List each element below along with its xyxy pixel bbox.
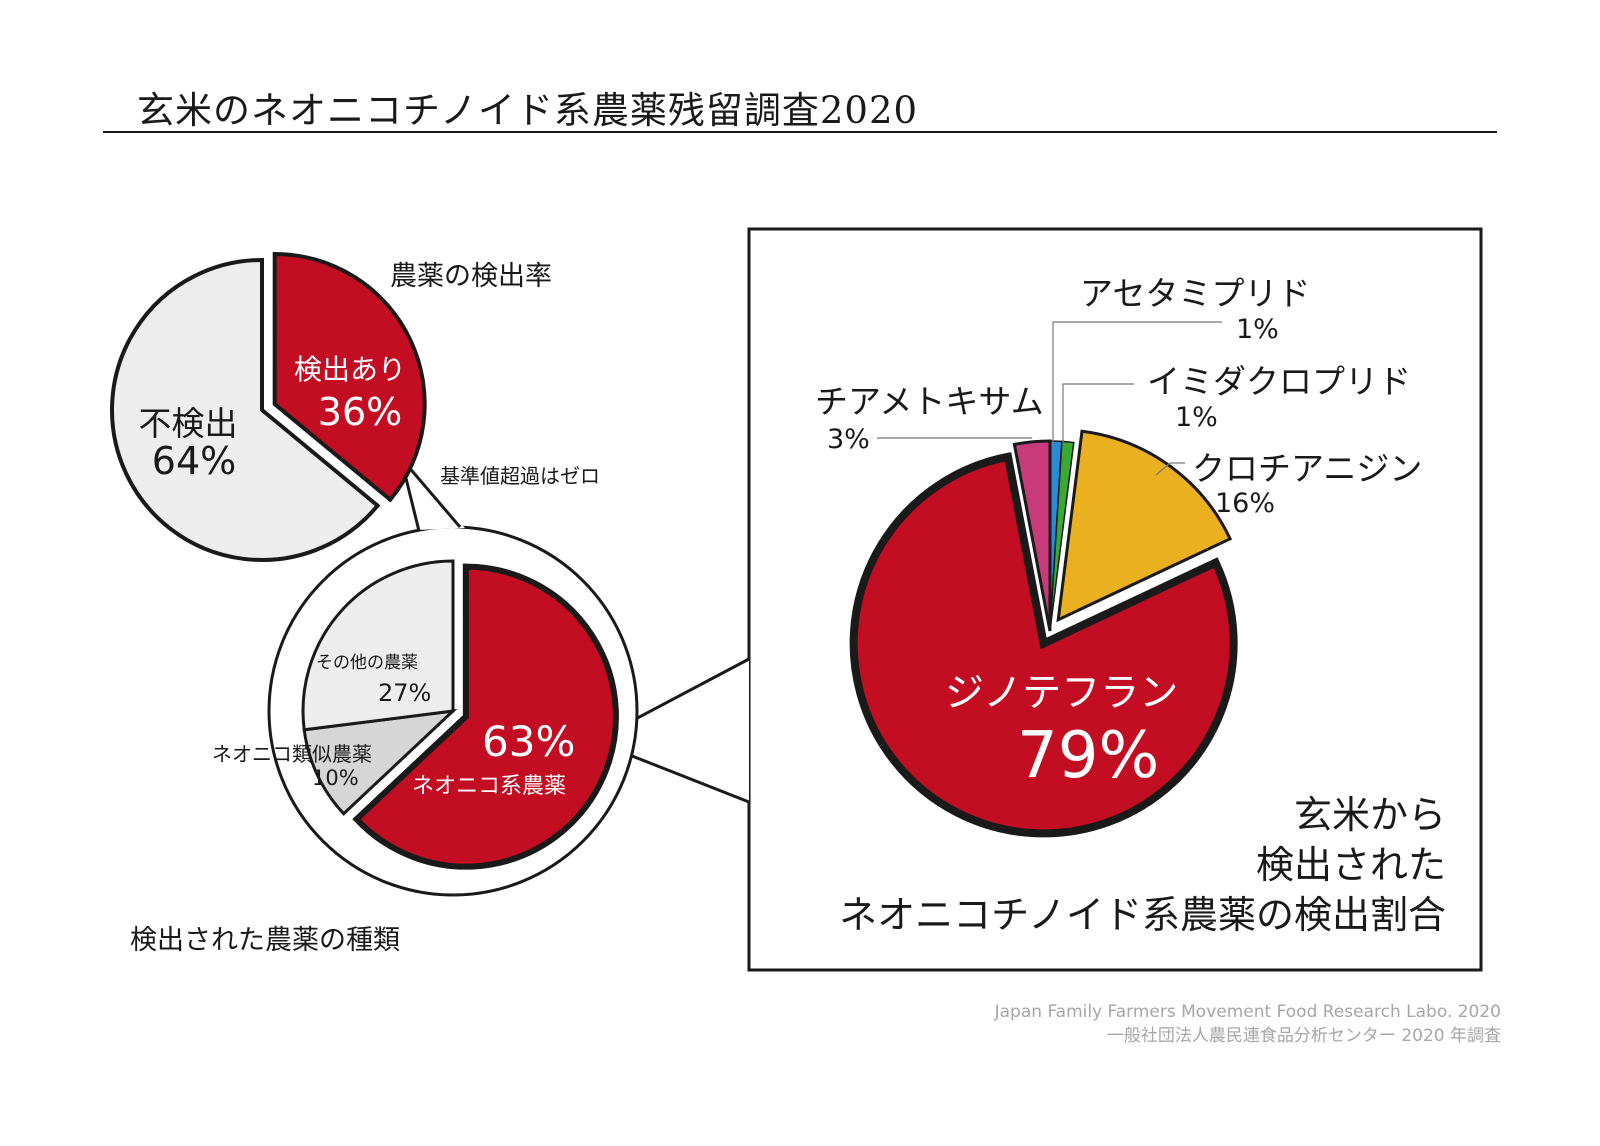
- credit-line-1: Japan Family Farmers Movement Food Resea…: [994, 1002, 1501, 1022]
- pie2-slice-neonic: [352, 563, 619, 870]
- slice-value-detected: 36%: [317, 390, 403, 434]
- chart3-title-line1: 玄米から: [1293, 793, 1446, 837]
- credit-line-2: 一般社団法人農民連食品分析センター 2020 年調査: [1106, 1026, 1501, 1046]
- slice-label-imidacloprid: イミダクロプリド: [1147, 362, 1411, 401]
- slice-value-other: 27%: [378, 679, 432, 707]
- chart3-title-line2: 検出された: [1255, 843, 1446, 887]
- pie2-slice-other: [301, 559, 455, 732]
- leader-acetamiprid: [1052, 321, 1222, 445]
- chart1-title: 農薬の検出率: [390, 261, 552, 292]
- page-title: 玄米のネオニコチノイド系農薬残留調査2020: [137, 89, 919, 132]
- pie3-slice-dinotefuran: [849, 452, 1238, 838]
- callout-fill-right: [594, 659, 749, 802]
- chart2-title: 検出された農薬の種類: [130, 925, 400, 956]
- slice-label-not-detected: 不検出: [138, 404, 238, 443]
- slice-value-clothianidin: 16%: [1215, 488, 1276, 519]
- slice-value-neonic: 63%: [482, 717, 576, 766]
- pie2-slice-similar: [302, 708, 458, 816]
- credit: Japan Family Farmers Movement Food Resea…: [995, 1000, 1501, 1048]
- slice-label-thiamethoxam: チアメトキサム: [815, 382, 1044, 421]
- slice-label-dinotefuran: ジノテフラン: [945, 671, 1179, 716]
- pie1-slice-detected: [272, 251, 427, 503]
- slice-label-neonic: ネオニコ系農薬: [412, 774, 567, 799]
- pie1-slice-not-detected: [110, 257, 381, 562]
- slice-value-dinotefuran: 79%: [1017, 719, 1160, 793]
- slice-label-detected: 検出あり: [293, 353, 406, 386]
- slice-value-acetamiprid: 1%: [1236, 314, 1279, 345]
- slice-value-similar: 10%: [312, 766, 359, 790]
- slice-label-other: その他の農薬: [316, 653, 418, 673]
- slice-value-thiamethoxam: 3%: [827, 424, 870, 455]
- slice-value-not-detected: 64%: [151, 439, 237, 483]
- pie3-slice-imidacloprid: [1049, 440, 1075, 632]
- slice-label-clothianidin: クロチアニジン: [1192, 449, 1423, 488]
- leader-imidacloprid: [1062, 383, 1134, 445]
- chart1-note: 基準値超過はゼロ: [440, 464, 600, 488]
- title-underline: [103, 131, 1497, 133]
- pie3-slice-clothianidin: [1056, 429, 1233, 623]
- pie3-slice-thiamethoxam: [1012, 439, 1052, 632]
- slice-value-imidacloprid: 1%: [1175, 402, 1218, 433]
- chart3-title-line3: ネオニコチノイド系農薬の検出割合: [839, 893, 1446, 937]
- leader-clothianidin: [1155, 462, 1185, 476]
- slice-label-similar: ネオニコ類似農薬: [212, 742, 372, 766]
- slice-label-acetamiprid: アセタミプリド: [1080, 274, 1311, 313]
